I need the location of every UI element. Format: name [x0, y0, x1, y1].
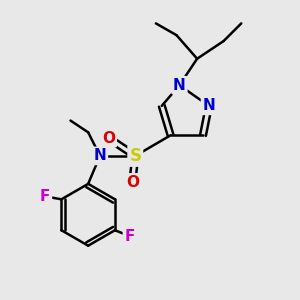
- Text: N: N: [202, 98, 215, 113]
- Text: N: N: [173, 78, 186, 93]
- Text: N: N: [94, 148, 106, 164]
- Text: O: O: [102, 131, 115, 146]
- Text: F: F: [124, 229, 135, 244]
- Text: F: F: [40, 189, 50, 204]
- Text: S: S: [129, 147, 141, 165]
- Text: O: O: [126, 175, 139, 190]
